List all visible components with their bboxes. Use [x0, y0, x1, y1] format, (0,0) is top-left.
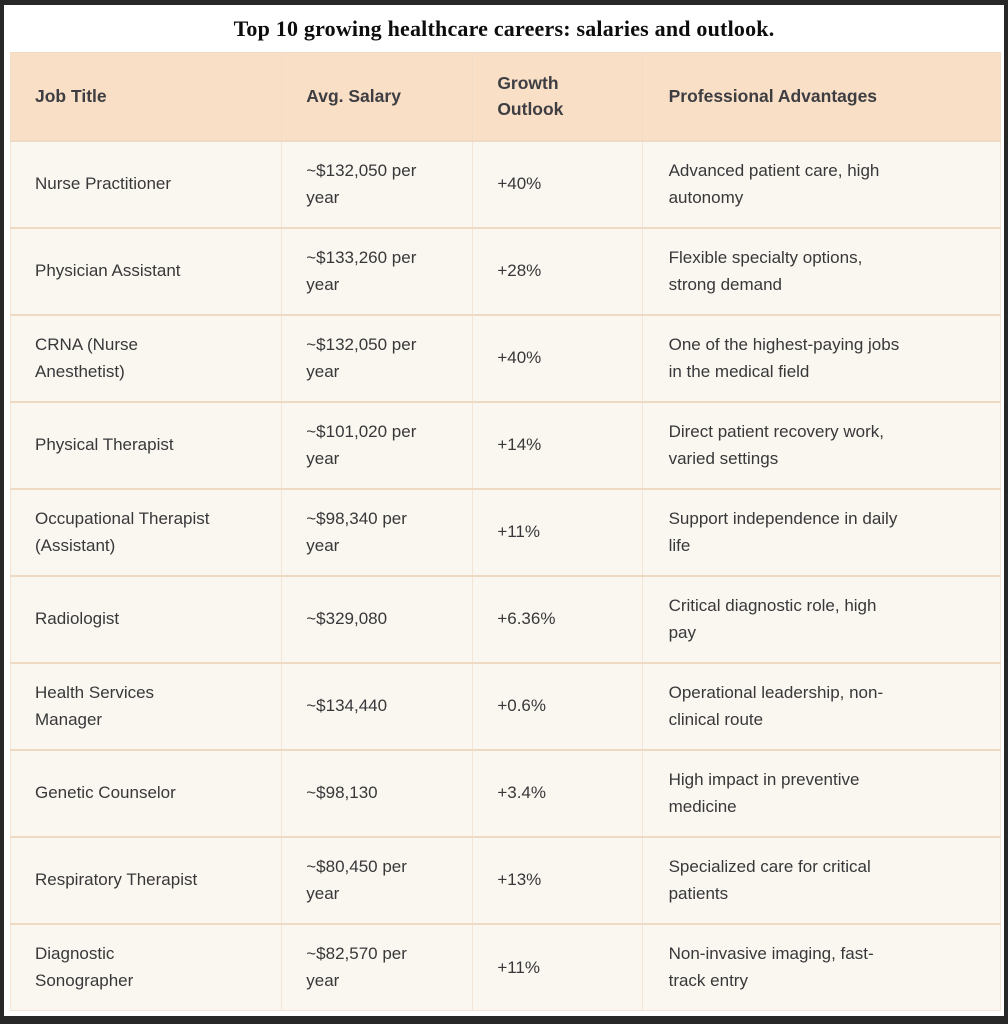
growth-cell: +14% — [472, 400, 643, 489]
growth-cell: +11% — [472, 922, 643, 1011]
table-row: CRNA (Nurse Anesthetist) ~$132,050 per y… — [9, 313, 1002, 402]
advantages-cell: Advanced patient care, high autonomy — [641, 139, 1002, 228]
job-title-cell: Genetic Counselor — [9, 748, 283, 837]
advantages-cell: Flexible specialty options, strong deman… — [641, 226, 1002, 315]
title-bar: Top 10 growing healthcare careers: salar… — [4, 5, 1004, 52]
salary-cell: ~$132,050 per year — [281, 139, 474, 228]
salary-cell: ~$98,340 per year — [281, 487, 474, 576]
table-row: Physical Therapist ~$101,020 per year +1… — [9, 400, 1002, 489]
column-header-job-title: Job Title — [9, 52, 283, 141]
advantages-cell: Specialized care for critical patients — [641, 835, 1002, 924]
salary-cell: ~$132,050 per year — [281, 313, 474, 402]
job-title-cell: Diagnostic Sonographer — [9, 922, 283, 1011]
job-title-cell: CRNA (Nurse Anesthetist) — [9, 313, 283, 402]
job-title-cell: Radiologist — [9, 574, 283, 663]
growth-cell: +3.4% — [472, 748, 643, 837]
job-title-cell: Health Services Manager — [9, 661, 283, 750]
advantages-cell: Operational leadership, non-clinical rou… — [641, 661, 1002, 750]
salary-cell: ~$329,080 — [281, 574, 474, 663]
table-body: Nurse Practitioner ~$132,050 per year +4… — [9, 139, 1002, 1011]
growth-cell: +11% — [472, 487, 643, 576]
job-title-cell: Nurse Practitioner — [9, 139, 283, 228]
header-row: Job Title Avg. Salary Growth Outlook Pro… — [9, 52, 1002, 141]
table-row: Diagnostic Sonographer ~$82,570 per year… — [9, 922, 1002, 1011]
advantages-cell: Critical diagnostic role, high pay — [641, 574, 1002, 663]
advantages-cell: Support independence in daily life — [641, 487, 1002, 576]
table-header: Job Title Avg. Salary Growth Outlook Pro… — [9, 52, 1002, 141]
careers-table: Job Title Avg. Salary Growth Outlook Pro… — [9, 52, 1002, 1011]
advantages-cell: One of the highest-paying jobs in the me… — [641, 313, 1002, 402]
advantages-cell: High impact in preventive medicine — [641, 748, 1002, 837]
salary-cell: ~$134,440 — [281, 661, 474, 750]
page-title: Top 10 growing healthcare careers: salar… — [233, 15, 775, 41]
table-row: Physician Assistant ~$133,260 per year +… — [9, 226, 1002, 315]
salary-cell: ~$133,260 per year — [281, 226, 474, 315]
growth-cell: +40% — [472, 139, 643, 228]
table-row: Respiratory Therapist ~$80,450 per year … — [9, 835, 1002, 924]
salary-cell: ~$80,450 per year — [281, 835, 474, 924]
table-row: Health Services Manager ~$134,440 +0.6% … — [9, 661, 1002, 750]
growth-cell: +13% — [472, 835, 643, 924]
column-header-avg-salary: Avg. Salary — [281, 52, 474, 141]
salary-cell: ~$98,130 — [281, 748, 474, 837]
growth-cell: +0.6% — [472, 661, 643, 750]
advantages-cell: Non-invasive imaging, fast-track entry — [641, 922, 1002, 1011]
advantages-cell: Direct patient recovery work, varied set… — [641, 400, 1002, 489]
table-row: Genetic Counselor ~$98,130 +3.4% High im… — [9, 748, 1002, 837]
table-row: Occupational Therapist (Assistant) ~$98,… — [9, 487, 1002, 576]
column-header-professional-advantages: Professional Advantages — [641, 52, 1002, 141]
job-title-cell: Respiratory Therapist — [9, 835, 283, 924]
job-title-cell: Physical Therapist — [9, 400, 283, 489]
job-title-cell: Physician Assistant — [9, 226, 283, 315]
growth-cell: +6.36% — [472, 574, 643, 663]
salary-cell: ~$101,020 per year — [281, 400, 474, 489]
table-row: Nurse Practitioner ~$132,050 per year +4… — [9, 139, 1002, 228]
table-row: Radiologist ~$329,080 +6.36% Critical di… — [9, 574, 1002, 663]
growth-cell: +40% — [472, 313, 643, 402]
growth-cell: +28% — [472, 226, 643, 315]
job-title-cell: Occupational Therapist (Assistant) — [9, 487, 283, 576]
column-header-growth-outlook: Growth Outlook — [472, 52, 643, 141]
salary-cell: ~$82,570 per year — [281, 922, 474, 1011]
